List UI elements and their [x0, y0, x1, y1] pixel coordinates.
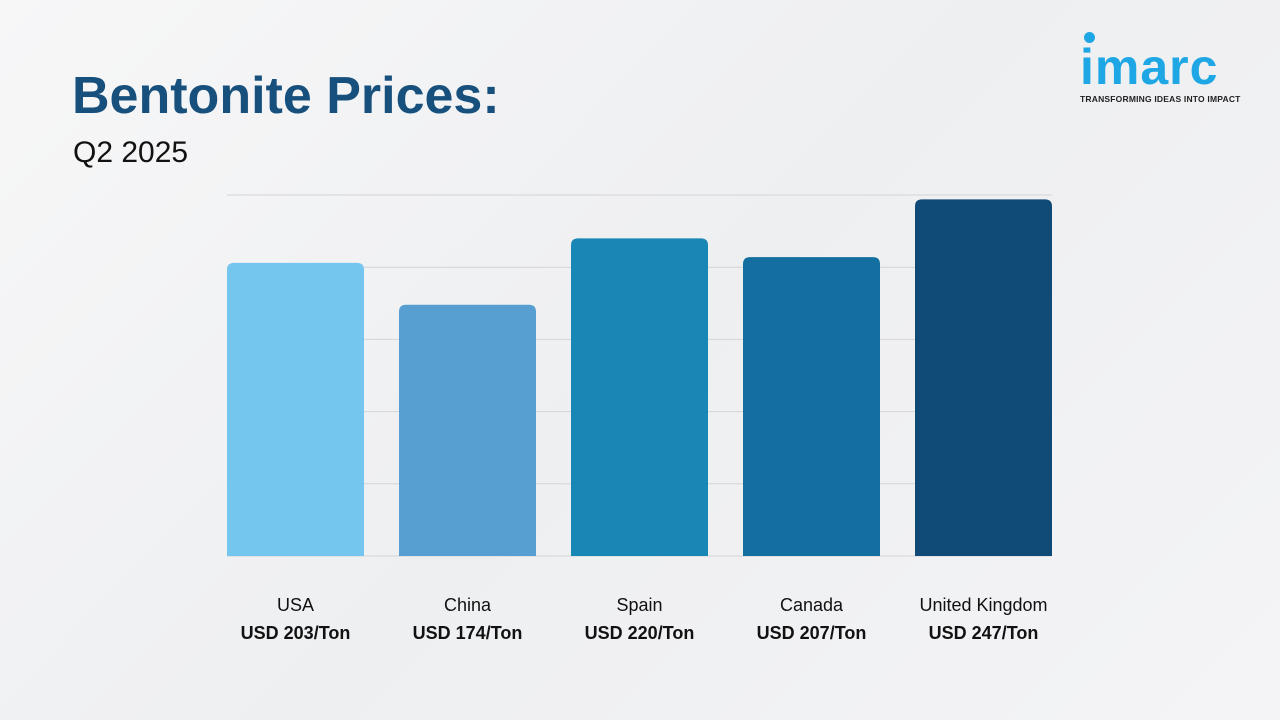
value-label: USD 203/Ton	[240, 623, 351, 643]
bar-spain	[571, 238, 708, 556]
category-label: Spain	[616, 595, 663, 615]
value-label: USD 174/Ton	[412, 623, 523, 643]
value-label: USD 247/Ton	[928, 623, 1039, 643]
category-label: Canada	[779, 595, 844, 615]
page-title: Bentonite Prices:	[72, 67, 500, 125]
bar-china	[399, 304, 536, 556]
bar-united-kingdom	[915, 199, 1052, 556]
logo-tagline: TRANSFORMING IDEAS INTO IMPACT	[1080, 94, 1241, 104]
bar-usa	[227, 262, 364, 556]
category-label: USA	[276, 595, 314, 615]
value-label: USD 220/Ton	[584, 623, 695, 643]
logo-word: imarc	[1080, 39, 1219, 95]
logo-dot	[1084, 32, 1095, 43]
value-label: USD 207/Ton	[756, 623, 867, 643]
page-subtitle: Q2 2025	[73, 136, 189, 169]
bar-canada	[743, 257, 880, 556]
category-label: United Kingdom	[919, 595, 1048, 615]
category-label: China	[443, 595, 492, 615]
imarc-logo: imarc TRANSFORMING IDEAS INTO IMPACT	[1080, 30, 1250, 104]
